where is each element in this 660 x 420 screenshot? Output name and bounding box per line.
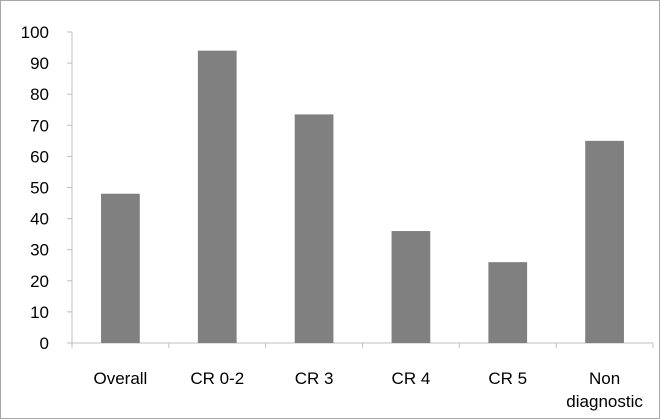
y-tick-label: 0 — [40, 334, 49, 353]
x-tick-label: Overall — [93, 369, 147, 388]
bar — [391, 231, 431, 343]
bar — [488, 262, 528, 343]
y-tick-label: 10 — [30, 303, 49, 322]
x-tick-label: CR 5 — [488, 369, 527, 388]
x-tick-label: CR 4 — [392, 369, 431, 388]
y-tick-label: 70 — [30, 116, 49, 135]
y-tick-label: 40 — [30, 210, 49, 229]
y-tick-label: 20 — [30, 272, 49, 291]
y-tick-label: 50 — [30, 179, 49, 198]
bar — [585, 140, 624, 343]
y-tick-label: 60 — [30, 147, 49, 166]
bar — [294, 114, 334, 343]
axes — [67, 31, 654, 348]
bar — [197, 50, 237, 343]
y-tick-labels: 0 10 20 30 40 50 60 70 80 90 100 — [21, 23, 49, 353]
x-tick-label: CR 3 — [295, 369, 334, 388]
y-tick-label: 80 — [30, 85, 49, 104]
bar — [101, 193, 140, 343]
y-tick-label: 100 — [21, 23, 49, 42]
y-tick-label: 90 — [30, 54, 49, 73]
x-tick-labels: Overall CR 0-2 CR 3 CR 4 CR 5 Non diagnostic — [93, 369, 643, 411]
x-tick-label: Non — [589, 369, 620, 388]
y-tick-label: 30 — [30, 241, 49, 260]
x-tick-label: diagnostic — [566, 392, 643, 411]
x-tick-label: CR 0-2 — [190, 369, 244, 388]
bars — [101, 50, 624, 343]
